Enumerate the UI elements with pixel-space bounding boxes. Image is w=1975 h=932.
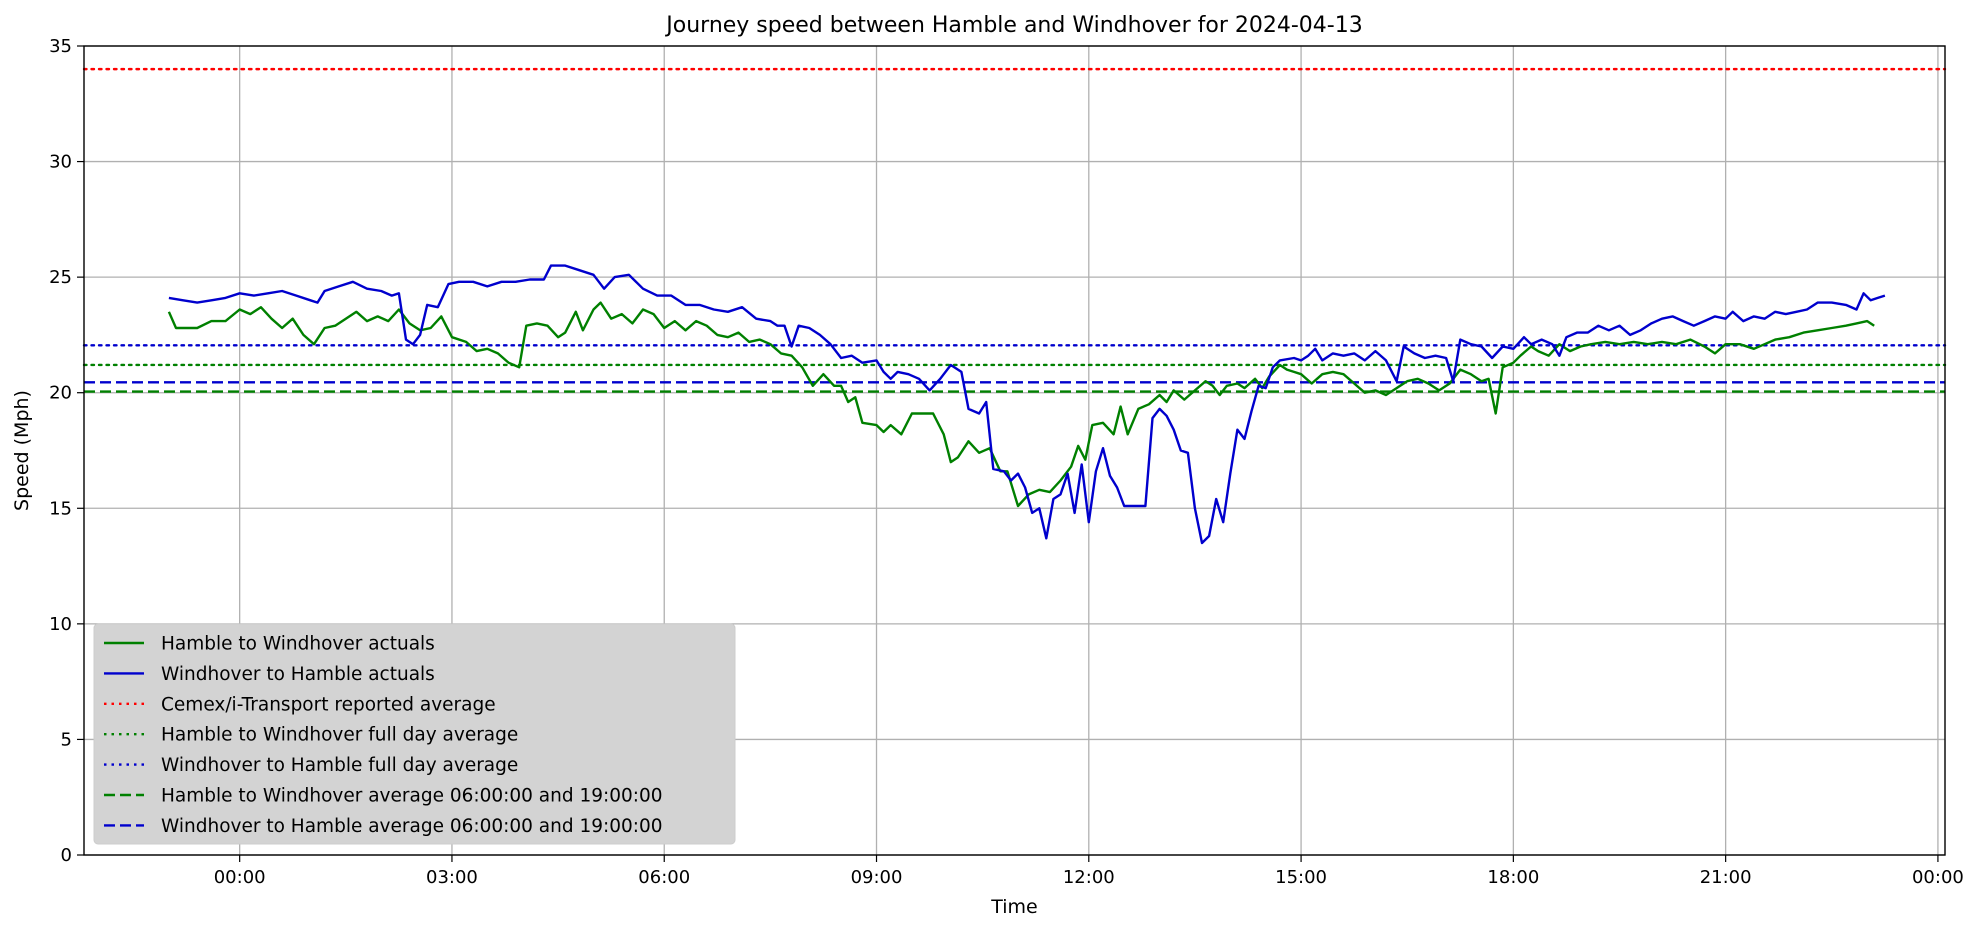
legend-label: Cemex/i-Transport reported average [161,694,496,715]
legend-label: Windhover to Hamble average 06:00:00 and… [161,816,663,837]
legend-label: Hamble to Windhover full day average [161,725,518,746]
x-axis-label: Time [990,896,1038,918]
x-tick-label: 12:00 [1063,867,1115,888]
y-tick-label: 5 [61,729,72,750]
y-axis-ticks: 0 5 10 15 20 25 30 35 [49,36,84,866]
series-line-0 [167,301,1875,508]
x-tick-label: 21:00 [1700,867,1752,888]
x-tick-label: 06:00 [638,867,690,888]
x-tick-label: 00:00 [1912,867,1964,888]
reference-lines [82,67,1947,393]
legend: Hamble to Windhover actuals Windhover to … [93,623,736,845]
y-tick-label: 0 [61,845,72,866]
x-tick-label: 15:00 [1275,867,1327,888]
y-axis-label: Speed (Mph) [11,390,33,511]
x-axis-ticks: 00:00 03:00 06:00 09:00 12:00 15:00 18:00 21:00… [214,855,1964,888]
y-tick-label: 30 [49,152,72,173]
y-tick-label: 10 [49,614,72,635]
plot-frame [83,45,1946,856]
legend-label: Windhover to Hamble actuals [161,664,435,685]
x-tick-label: 09:00 [851,867,903,888]
x-tick-label: 00:00 [214,867,266,888]
y-tick-label: 15 [49,498,72,519]
legend-label: Windhover to Hamble full day average [161,755,518,776]
x-tick-label: 03:00 [426,867,478,888]
legend-label: Hamble to Windhover actuals [161,634,435,655]
x-tick-label: 18:00 [1487,867,1539,888]
legend-label: Hamble to Windhover average 06:00:00 and… [161,786,663,807]
y-tick-label: 20 [49,383,72,404]
y-tick-label: 35 [49,36,72,57]
series-lines [167,264,1886,545]
chart-title: Journey speed between Hamble and Windhov… [664,13,1362,38]
series-line-1 [168,264,1886,545]
y-tick-label: 25 [49,267,72,288]
legend-box [93,623,736,845]
